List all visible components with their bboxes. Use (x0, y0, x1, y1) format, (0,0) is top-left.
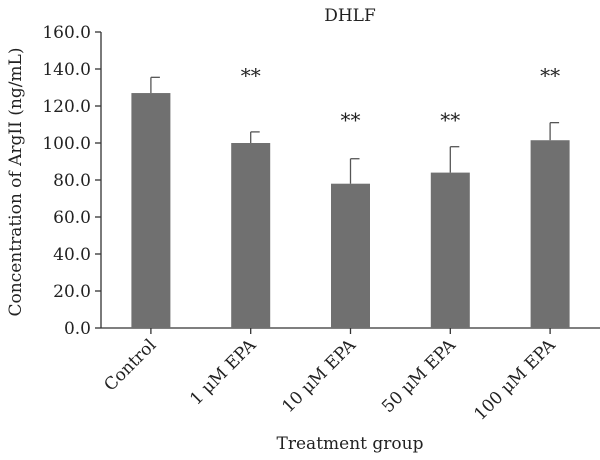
bar (331, 183, 370, 328)
significance-marker: ** (540, 64, 560, 88)
significance-marker: ** (241, 64, 261, 88)
chart-title: DHLF (324, 6, 376, 26)
bar (131, 93, 171, 328)
y-tick-label: 20.0 (53, 282, 91, 302)
ticks: 0.0 20.0 40.0 60.0 80.0 100.0 120.0 140.0 160.0 C… (42, 23, 560, 425)
x-tick-label: 50 μM EPA (378, 335, 460, 417)
bar (530, 140, 570, 328)
significance-marker: ** (440, 108, 460, 132)
y-tick-label: 80.0 (53, 171, 91, 191)
y-tick-label: 120.0 (42, 97, 91, 117)
bars: ** ** ** ** (131, 64, 570, 328)
y-tick-label: 0.0 (64, 319, 91, 339)
y-tick-label: 140.0 (42, 60, 91, 80)
bar (231, 143, 271, 328)
y-tick-label: 160.0 (42, 23, 91, 43)
x-tick-label: 1 μM EPA (186, 335, 261, 410)
y-tick-label: 40.0 (53, 245, 91, 265)
y-axis-label: Concentration of ArgII (ng/mL) (6, 48, 26, 317)
y-tick-label: 60.0 (53, 208, 91, 228)
significance-marker: ** (341, 108, 361, 132)
x-tick-label: 10 μM EPA (278, 335, 360, 417)
bar (430, 172, 470, 328)
x-tick-label: 100 μM EPA (470, 335, 560, 425)
x-axis-label: Treatment group (277, 434, 424, 454)
x-tick-label: Control (100, 335, 160, 395)
y-tick-label: 100.0 (42, 134, 91, 154)
